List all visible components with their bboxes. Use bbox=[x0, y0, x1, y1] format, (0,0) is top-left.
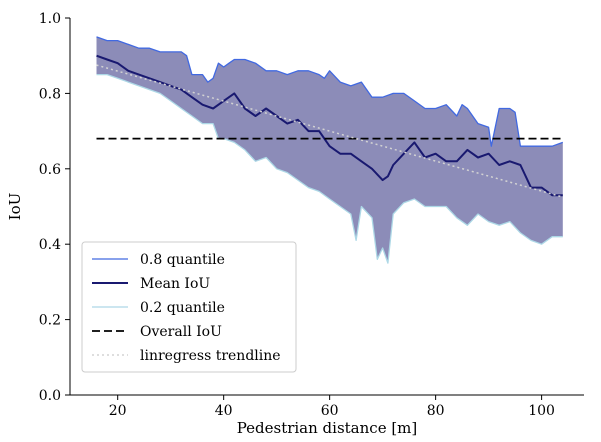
series-line-mean-iou bbox=[96, 54, 563, 197]
axes: 20 40 60 80 100 0.0 0.2 0.4 0.6 0.8 1.0 bbox=[39, 11, 584, 419]
legend-label: 0.2 quantile bbox=[140, 300, 225, 316]
legend: 0.8 quantile Mean IoU 0.2 quantile Overall … bbox=[81, 241, 297, 373]
y-tick-label: 0.4 bbox=[39, 237, 61, 253]
legend-label: 0.8 quantile bbox=[140, 252, 225, 268]
series-line-0-2-quantile bbox=[96, 73, 563, 264]
plot-area bbox=[96, 36, 564, 264]
x-tick-label: 60 bbox=[321, 403, 339, 419]
x-tick-label: 80 bbox=[427, 403, 445, 419]
x-tick-label: 100 bbox=[528, 403, 555, 419]
x-tick-label: 40 bbox=[215, 403, 233, 419]
quantile-band bbox=[96, 36, 563, 264]
y-axis-label: IoU bbox=[6, 193, 24, 221]
legend-box bbox=[81, 241, 297, 373]
series-line-linregress-trendline bbox=[96, 64, 564, 198]
y-tick-label: 0.6 bbox=[39, 162, 61, 178]
y-tick-label: 0.0 bbox=[39, 388, 61, 404]
legend-label: Mean IoU bbox=[140, 276, 210, 292]
y-tick-label: 1.0 bbox=[39, 11, 61, 27]
y-tick-label: 0.2 bbox=[39, 313, 61, 329]
y-tick-label: 0.8 bbox=[39, 86, 61, 102]
legend-label: Overall IoU bbox=[140, 324, 222, 340]
x-tick-label: 20 bbox=[109, 403, 127, 419]
legend-label: linregress trendline bbox=[140, 348, 281, 364]
x-axis-label: Pedestrian distance [m] bbox=[237, 419, 418, 437]
series-line-0-8-quantile bbox=[96, 36, 564, 147]
